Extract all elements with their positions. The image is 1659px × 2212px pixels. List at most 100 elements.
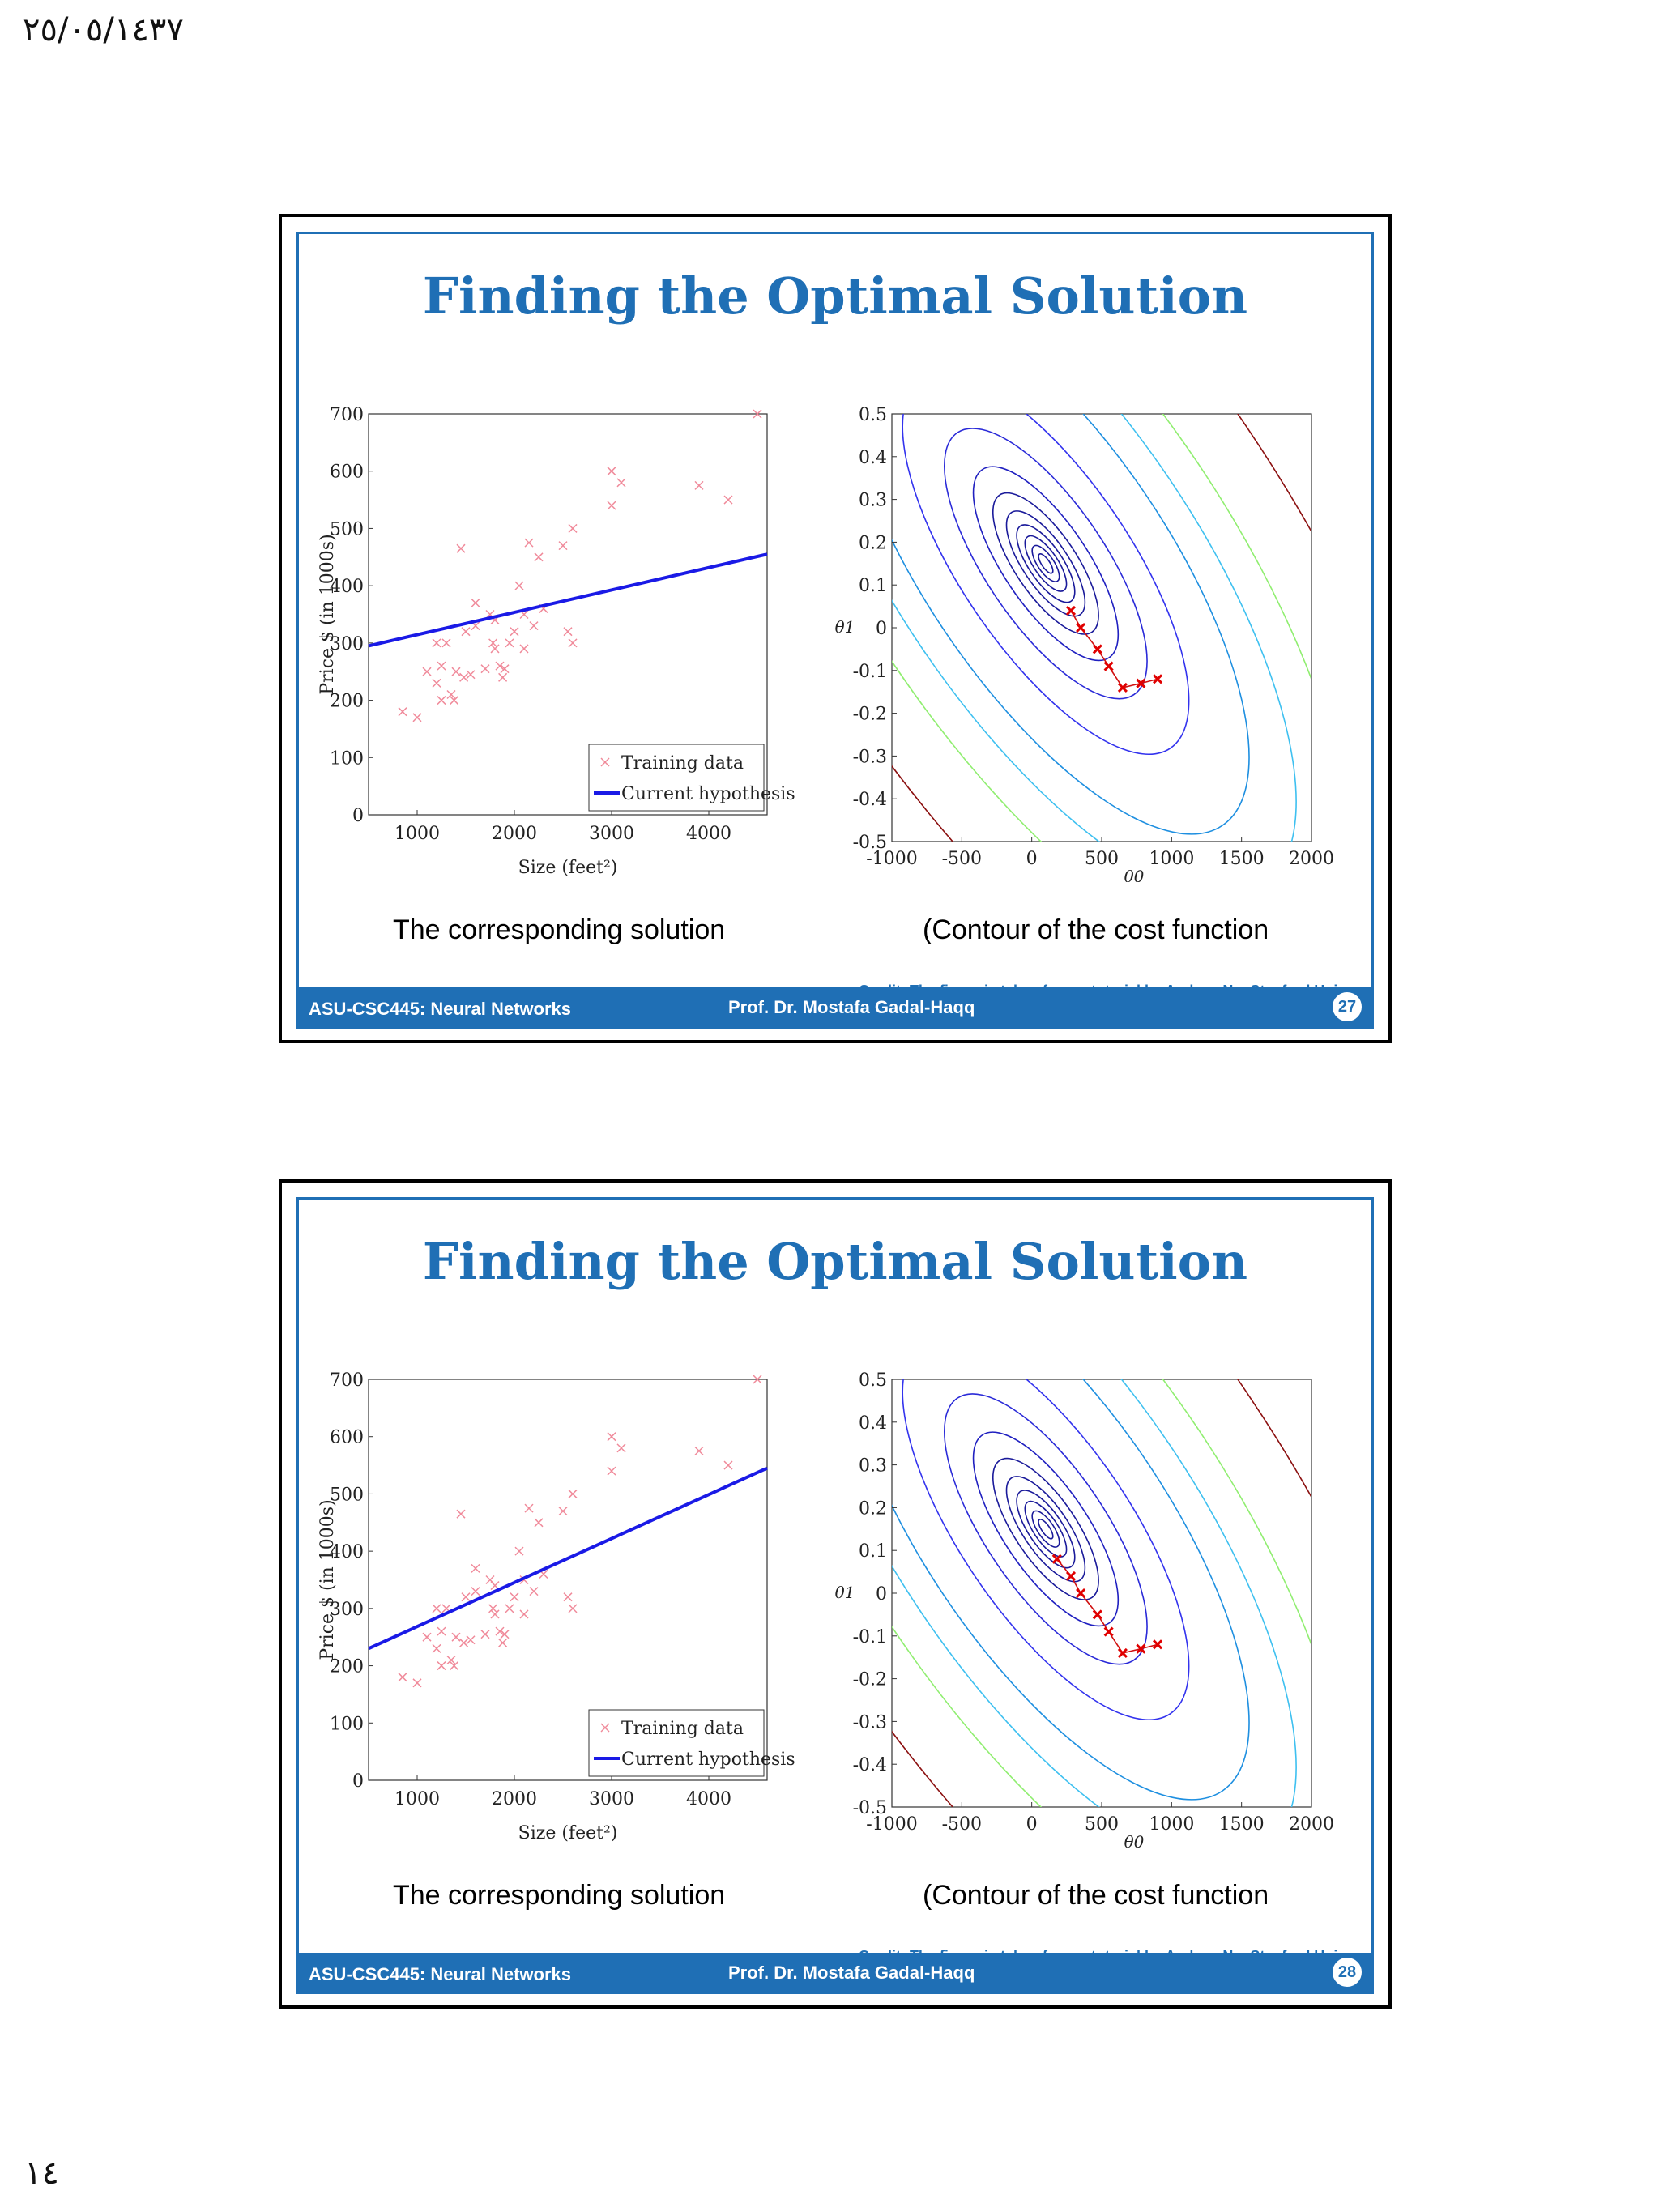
y-tick-label: 0.2 bbox=[859, 533, 887, 553]
contour-ring bbox=[1024, 1500, 1068, 1558]
data-point bbox=[568, 523, 578, 533]
y-tick-label: -0.1 bbox=[853, 662, 887, 682]
contour-ring bbox=[992, 492, 1099, 635]
contour-ring bbox=[1016, 524, 1076, 603]
legend-box bbox=[588, 1709, 765, 1777]
data-point bbox=[498, 1638, 508, 1647]
data-point bbox=[456, 1509, 466, 1519]
data-point bbox=[437, 1661, 446, 1671]
data-point bbox=[510, 1592, 519, 1602]
data-point bbox=[485, 1575, 495, 1585]
data-point bbox=[510, 627, 519, 637]
y-tick-label: 600 bbox=[330, 1428, 364, 1448]
data-point bbox=[753, 1375, 762, 1384]
x-axis-label: θ0 bbox=[1124, 1832, 1145, 1848]
data-point bbox=[412, 713, 422, 722]
data-point bbox=[694, 1446, 704, 1455]
x-tick-label: 2000 bbox=[492, 1789, 537, 1809]
x-tick-label: 500 bbox=[1085, 1814, 1119, 1835]
data-point bbox=[524, 538, 534, 548]
data-point bbox=[1117, 682, 1128, 693]
data-point bbox=[432, 1604, 441, 1613]
contour-ring bbox=[1038, 553, 1054, 574]
contour-ring bbox=[944, 428, 1148, 700]
x-axis-label: Size (feet²) bbox=[518, 858, 618, 878]
data-point bbox=[514, 581, 524, 590]
data-point bbox=[1103, 1626, 1114, 1637]
x-tick-label: -1000 bbox=[866, 849, 917, 869]
contour-ring bbox=[892, 414, 1311, 842]
data-point bbox=[451, 1632, 461, 1642]
data-point bbox=[753, 409, 762, 419]
data-point bbox=[1092, 644, 1102, 654]
contour-ring bbox=[1024, 535, 1068, 592]
data-point bbox=[616, 478, 626, 488]
contour-ring bbox=[1038, 1519, 1054, 1540]
y-tick-label: 0.2 bbox=[859, 1498, 887, 1519]
y-tick-label: 0.5 bbox=[859, 405, 887, 425]
data-point bbox=[607, 501, 616, 510]
data-point bbox=[432, 638, 441, 648]
y-tick-label: 0.3 bbox=[859, 1456, 887, 1477]
footer-course: ASU-CSC445: Neural Networks bbox=[309, 999, 571, 1019]
x-tick-label: -500 bbox=[942, 1814, 982, 1835]
data-point bbox=[568, 1489, 578, 1498]
data-point bbox=[490, 1609, 500, 1619]
contour-ring bbox=[992, 1457, 1099, 1600]
caption-left: The corresponding solution bbox=[393, 914, 726, 945]
y-tick-label: 0.4 bbox=[859, 448, 887, 468]
x-tick-label: 0 bbox=[1026, 1814, 1038, 1835]
hypothesis-line bbox=[368, 552, 768, 648]
data-point bbox=[514, 1546, 524, 1556]
y-axis-label: Price $ (in 1000s) bbox=[318, 534, 338, 694]
contour-ring bbox=[892, 1379, 1250, 1801]
data-point bbox=[495, 1626, 505, 1636]
x-tick-label: 1000 bbox=[394, 1789, 440, 1809]
x-tick-label: 0 bbox=[1026, 849, 1038, 869]
data-point bbox=[500, 664, 510, 674]
x-tick-label: 1500 bbox=[1219, 1814, 1265, 1835]
footer-professor: Prof. Dr. Mostafa Gadal-Haqq bbox=[728, 1963, 975, 1983]
y-tick-label: 500 bbox=[330, 519, 364, 539]
legend-box bbox=[588, 744, 765, 812]
data-point bbox=[480, 664, 490, 674]
legend-label-hypothesis: Current hypothesis bbox=[621, 1750, 795, 1770]
y-tick-label: -0.5 bbox=[853, 1798, 887, 1818]
data-point bbox=[466, 670, 476, 680]
data-point bbox=[451, 667, 461, 676]
data-point bbox=[488, 1604, 498, 1613]
data-point bbox=[558, 541, 568, 551]
data-point bbox=[446, 1655, 456, 1665]
contour-ring bbox=[972, 466, 1120, 662]
scatter-plot: 0 100 200 300 400 500 600 700 1000 2000 3000 4000 Si… bbox=[318, 1370, 795, 1843]
data-point bbox=[422, 1632, 432, 1642]
y-tick-label: -0.5 bbox=[853, 833, 887, 853]
data-point bbox=[490, 1581, 500, 1591]
data-point bbox=[466, 1635, 476, 1645]
y-axis-label: θ1 bbox=[835, 617, 855, 637]
data-point bbox=[694, 480, 704, 490]
slide-frame: Finding the Optimal Solution 0 100 200 300 4… bbox=[296, 1197, 1374, 1994]
y-tick-label: -0.4 bbox=[853, 790, 887, 810]
contour-ring bbox=[1005, 1476, 1086, 1583]
contour-ring bbox=[892, 414, 1297, 842]
y-tick-label: 600 bbox=[330, 462, 364, 483]
data-point bbox=[471, 1587, 480, 1596]
data-point bbox=[437, 696, 446, 705]
contour-ring bbox=[892, 1379, 1311, 1807]
data-point bbox=[563, 627, 573, 637]
data-point bbox=[607, 467, 616, 476]
data-point bbox=[398, 707, 407, 717]
data-point bbox=[534, 1518, 544, 1528]
data-point bbox=[471, 1563, 480, 1573]
y-tick-label: 0 bbox=[352, 1771, 364, 1792]
footer-course: ASU-CSC445: Neural Networks bbox=[309, 1964, 571, 1984]
slide-frame: Finding the Optimal Solution 0 100 200 300 4… bbox=[296, 232, 1374, 1029]
data-point bbox=[461, 1592, 471, 1602]
slide-28: Finding the Optimal Solution 0 100 200 300 4… bbox=[279, 1179, 1392, 2009]
contour-ring bbox=[892, 1379, 1311, 1807]
x-tick-label: 4000 bbox=[686, 824, 731, 844]
contour-plot: 0.5 0.4 0.3 0.2 0.1 0 -0.1 -0.2 -0.3 -0.4 -0.5-100… bbox=[835, 1370, 1334, 1848]
x-tick-label: -1000 bbox=[866, 1814, 917, 1835]
y-tick-label: -0.4 bbox=[853, 1755, 887, 1775]
